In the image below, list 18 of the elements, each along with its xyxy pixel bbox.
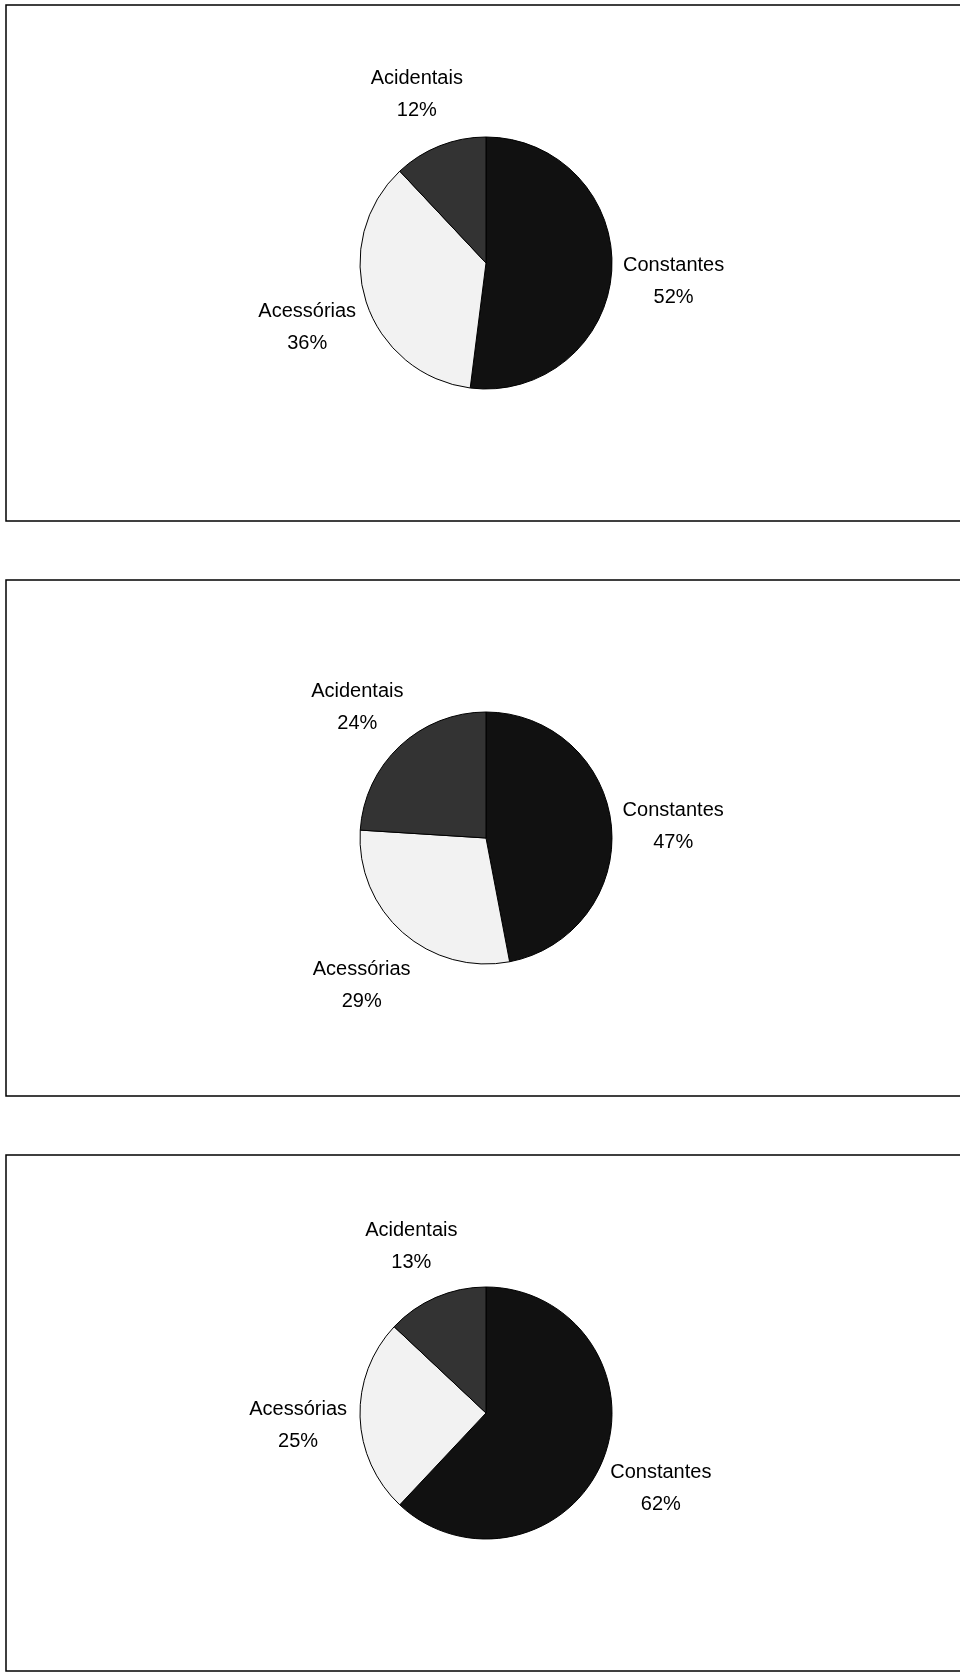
data-label: 29% [341,989,382,1012]
slice-label: Constantes [610,1460,712,1483]
data-label: 62% [640,1492,682,1515]
slice-label: Acessórias [249,1396,347,1419]
slice-label: Acidentais [370,66,463,89]
data-label: 36% [287,331,328,354]
slice-label: Acidentais [365,1218,458,1241]
slice-label: Constantes [622,798,724,821]
data-label: 12% [396,98,438,121]
slice-label: Acidentais [311,678,404,701]
slice-label: Constantes [623,252,725,275]
data-label: 52% [653,284,694,307]
data-label: 24% [337,710,378,733]
slice-label: Acessórias [258,299,357,322]
data-label: 25% [278,1428,319,1451]
slice-label: Acessórias [312,957,411,980]
data-label: 13% [391,1250,432,1273]
data-label: 47% [653,830,694,853]
